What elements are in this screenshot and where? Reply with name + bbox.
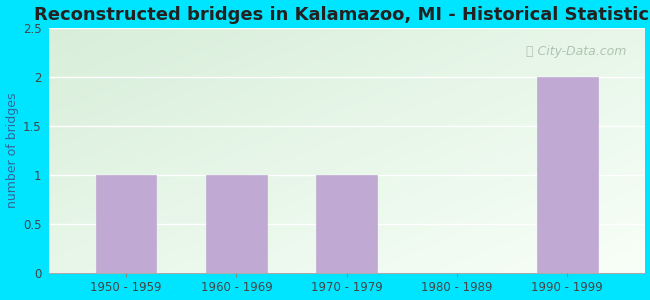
Bar [317, 175, 377, 273]
Bar [206, 175, 266, 273]
Text: Ⓣ City-Data.com: Ⓣ City-Data.com [526, 45, 627, 58]
Bar [96, 175, 157, 273]
Bar [537, 77, 597, 273]
Y-axis label: number of bridges: number of bridges [6, 93, 19, 208]
Title: Reconstructed bridges in Kalamazoo, MI - Historical Statistics: Reconstructed bridges in Kalamazoo, MI -… [34, 6, 650, 24]
